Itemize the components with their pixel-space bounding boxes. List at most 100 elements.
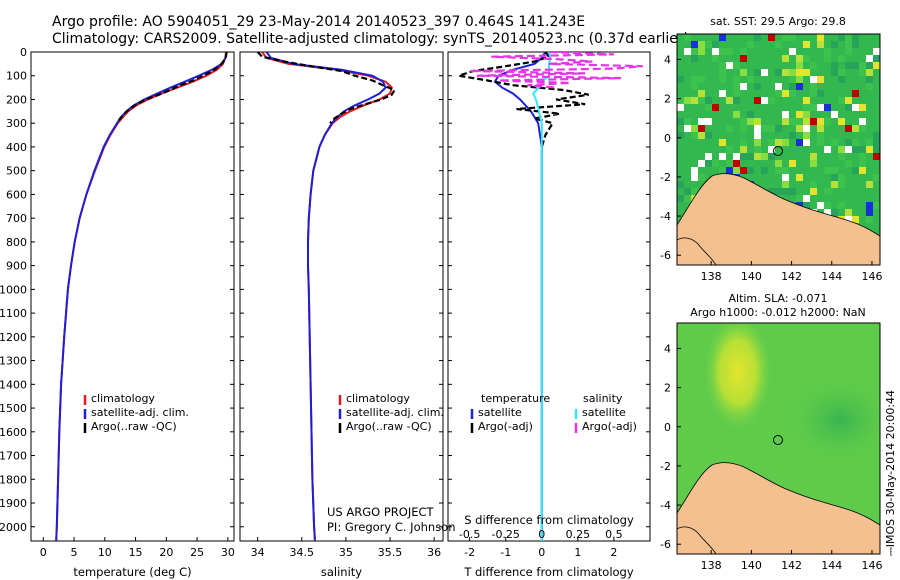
sst-pixel: [712, 55, 719, 62]
sst-pixel: [782, 188, 789, 195]
y-tick-label: 1000: [0, 283, 27, 296]
sst-pixel: [698, 118, 705, 125]
sst-pixel: [803, 104, 810, 111]
sst-pixel: [754, 132, 761, 139]
y-tick-label: 600: [6, 188, 27, 201]
map-y-tick-label: -4: [660, 210, 671, 223]
sst-pixel: [684, 118, 691, 125]
x-tick-label-top: 0: [538, 528, 545, 541]
sst-pixel: [866, 69, 873, 76]
sst-pixel: [810, 83, 817, 90]
sst-pixel: [824, 209, 831, 216]
map-x-tick-label: 146: [861, 559, 882, 572]
sst-pixel: [677, 181, 684, 188]
sst-pixel: [754, 125, 761, 132]
sst-pixel: [740, 146, 747, 153]
sst-pixel: [733, 111, 740, 118]
sst-pixel: [796, 139, 803, 146]
sst-pixel: [845, 62, 852, 69]
legend-label: satellite: [582, 406, 626, 419]
sst-pixel: [796, 62, 803, 69]
sst-pixel: [747, 111, 754, 118]
y-tick-label: 1500: [0, 402, 27, 415]
sst-pixel: [698, 48, 705, 55]
series-line-satellite-adj-clim-: [265, 52, 387, 541]
sst-pixel: [803, 41, 810, 48]
sst-pixel: [859, 167, 866, 174]
sst-pixel: [873, 174, 880, 181]
sst-pixel: [845, 34, 852, 41]
sst-pixel: [796, 76, 803, 83]
sst-pixel: [873, 146, 880, 153]
map-x-tick-label: 138: [701, 270, 722, 283]
sst-pixel: [719, 90, 726, 97]
sst-pixel: [796, 195, 803, 202]
sst-pixel: [691, 83, 698, 90]
sst-pixel: [817, 132, 824, 139]
sst-pixel: [803, 125, 810, 132]
sst-pixel: [740, 118, 747, 125]
sst-pixel: [817, 76, 824, 83]
sst-pixel: [831, 209, 838, 216]
sst-pixel: [747, 153, 754, 160]
y-tick-label: 1100: [0, 307, 27, 320]
sst-pixel: [733, 97, 740, 104]
sst-pixel: [845, 209, 852, 216]
legend-label: Argo(..raw -QC): [91, 420, 177, 433]
y-tick-label: 1200: [0, 331, 27, 344]
sst-pixel: [789, 188, 796, 195]
sst-pixel: [768, 34, 775, 41]
sst-pixel: [817, 41, 824, 48]
sst-pixel: [684, 97, 691, 104]
sst-pixel: [866, 62, 873, 69]
y-tick-label: 1300: [0, 355, 27, 368]
sst-pixel: [768, 146, 775, 153]
sst-pixel: [768, 153, 775, 160]
sst-pixel: [719, 76, 726, 83]
sst-pixel: [859, 69, 866, 76]
x-tick-label: 15: [129, 546, 143, 559]
series-group: [256, 52, 397, 541]
sst-pixel: [754, 153, 761, 160]
sst-pixel: [810, 153, 817, 160]
map-y-tick-label: 0: [664, 421, 671, 434]
sst-pixel: [810, 62, 817, 69]
project-label-line2: PI: Gregory C. Johnson: [327, 520, 456, 534]
legend-header-temperature: temperature: [481, 392, 550, 405]
sst-pixel: [845, 139, 852, 146]
sst-pixel: [789, 34, 796, 41]
sst-pixel: [866, 181, 873, 188]
sst-pixel: [754, 69, 761, 76]
sst-pixel: [726, 125, 733, 132]
sst-pixel: [824, 167, 831, 174]
series-group: [55, 52, 228, 541]
sst-pixel: [824, 188, 831, 195]
x-tick-label: 34.5: [290, 546, 315, 559]
series-line-satellite-adj-clim-: [55, 52, 228, 541]
sst-pixel: [859, 125, 866, 132]
map-x-tick-label: 144: [821, 559, 842, 572]
sst-pixel: [740, 125, 747, 132]
sst-pixel: [768, 125, 775, 132]
sst-pixel: [782, 34, 789, 41]
sst-pixel: [705, 104, 712, 111]
salinity-panel: 34 34.5 35 35.5 36 salinity climatologysatelli…: [239, 51, 444, 579]
x-tick-label: 0: [40, 546, 47, 559]
sst-pixel: [761, 153, 768, 160]
sst-pixel: [852, 139, 859, 146]
sst-pixel: [859, 160, 866, 167]
y-tick-label: 400: [6, 141, 27, 154]
map-x-tick-label: 142: [781, 559, 802, 572]
x-tick-label-top: -0.5: [459, 528, 480, 541]
sst-pixel: [873, 202, 880, 209]
sst-pixel: [754, 118, 761, 125]
figure-title-line2: Climatology: CARS2009. Satellite-adjuste…: [52, 31, 689, 47]
sst-pixel: [782, 118, 789, 125]
sst-pixel: [775, 139, 782, 146]
map-y-tick-label: 2: [664, 382, 671, 395]
legend-label: climatology: [91, 392, 155, 405]
map-y-tick-label: -6: [660, 538, 671, 551]
x-tick-label: 34: [251, 546, 265, 559]
sst-pixel: [677, 118, 684, 125]
